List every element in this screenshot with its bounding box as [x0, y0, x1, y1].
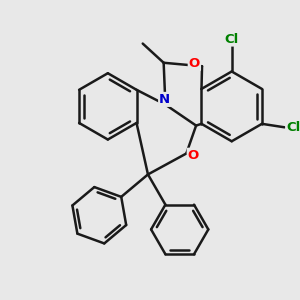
Text: O: O — [188, 149, 199, 162]
Text: O: O — [189, 57, 200, 70]
Text: N: N — [159, 93, 170, 106]
Text: Cl: Cl — [286, 121, 300, 134]
Text: Cl: Cl — [225, 32, 239, 46]
